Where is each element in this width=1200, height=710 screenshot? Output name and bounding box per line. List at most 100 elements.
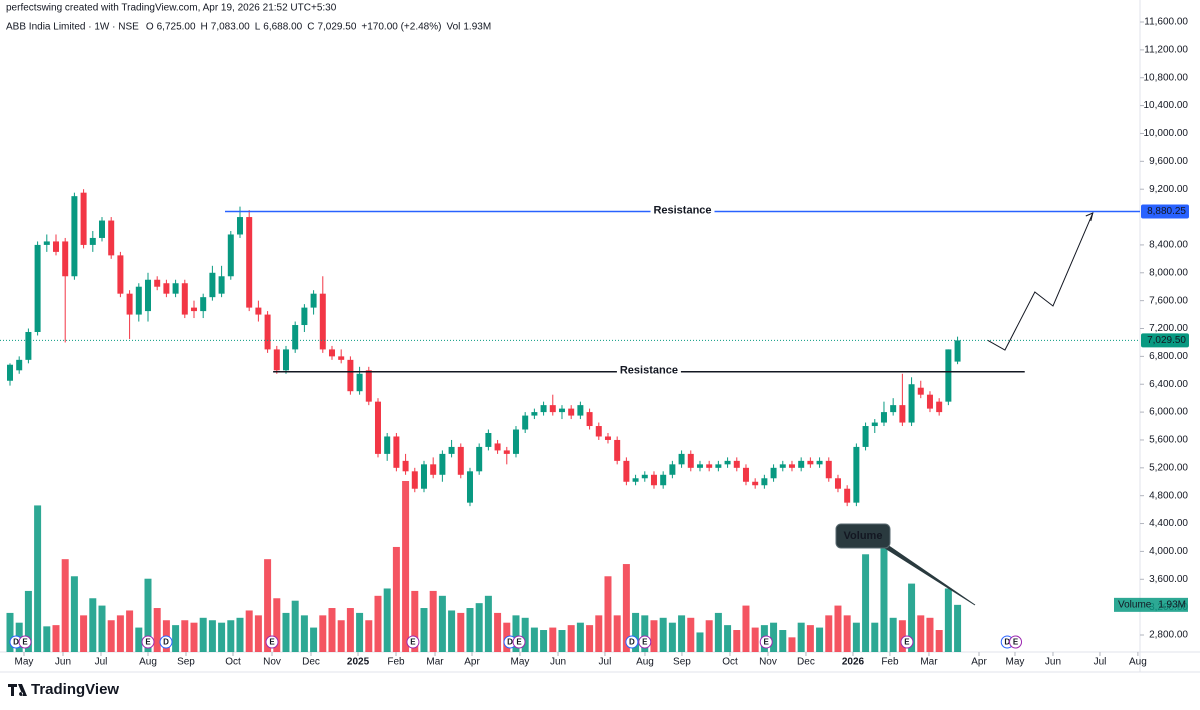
volume-bar [383,588,391,652]
volume-bar [816,627,824,652]
volume-bar [227,620,235,652]
volume-bar [208,620,216,652]
event-label: E [269,638,275,647]
volume-bar [254,615,262,652]
event-marker [625,635,639,649]
volume-label-box [1114,597,1188,612]
legend-value: 6,725.00 [157,22,196,33]
candle-body [632,478,639,482]
volume-bar [512,615,520,652]
price-marker-label: 7,029.50 [1147,335,1186,346]
candle-body [457,446,464,475]
volume-bar [34,505,42,652]
candle-body [715,464,722,468]
candle-body [393,436,400,468]
volume-bar [374,595,382,652]
candle-body [844,488,851,503]
volume-bar [622,564,630,652]
candle-body [347,359,354,392]
candle-body [126,293,133,315]
event-label: D [13,638,19,647]
symbol: ABB India Limited · 1W · NSE [6,22,139,33]
volume-bar [944,588,952,652]
volume-bar [806,625,814,652]
x-tick-label: Jul [95,657,108,668]
event-marker [18,635,32,649]
volume-label-value: 1.93M [1158,599,1186,610]
volume-bar [843,615,851,652]
price-marker-box [1141,333,1189,348]
candle-body [798,460,805,468]
volume-bar [926,617,934,652]
legend-key: Vol [446,22,460,33]
candle-body [255,307,262,315]
logo-mark [8,684,27,696]
candle-body [328,349,335,357]
candle-body [696,464,703,468]
legend-key: L [255,22,261,33]
candle-body [595,426,602,437]
candle-body [430,464,437,475]
candle-body [246,217,253,308]
event-label: D [629,638,635,647]
volume-label-name: Volume [1118,599,1152,610]
candle-body [742,467,749,482]
volume-bar [218,622,226,652]
volume-bar [898,620,906,652]
y-tick-label: 4,000.00 [1149,546,1188,557]
volume-bar [181,620,189,652]
volume-bar [954,604,962,652]
volume-bar [595,615,603,652]
price-marker-box [1141,204,1189,219]
candle-body [531,412,538,416]
volume-bar [116,615,124,652]
candle-body [402,460,409,472]
volume-bar [457,612,465,652]
x-tick-label: Jun [55,657,71,668]
y-tick-label: 7,600.00 [1149,295,1188,306]
candle-body [365,370,372,402]
candle-body [172,283,179,294]
y-tick-label: 10,400.00 [1144,100,1189,111]
candle-body [926,394,933,409]
volume-bar [319,615,327,652]
candle-body [568,408,575,416]
volume-bar [291,600,299,652]
candle-body [614,439,621,461]
volume-bar [328,608,336,652]
volume-bar [282,612,290,652]
candle-body [917,387,924,395]
legend: ABB India Limited · 1W · NSE O 6,725.00 H 7,… [6,22,491,33]
volume-bar [530,627,538,652]
y-tick-label: 11,200.00 [1144,45,1188,56]
x-tick-label: Aug [1129,657,1147,668]
volume-bar [687,617,695,652]
volume-bar [696,632,704,652]
volume-bar [724,625,732,652]
y-tick-label: 4,800.00 [1149,490,1188,501]
volume-bar [135,627,143,652]
volume-bar [714,612,722,652]
candle-body [540,405,547,413]
candle-body [43,241,50,245]
x-tick-label: Apr [464,657,480,668]
volume-bar [779,630,787,652]
volume-bar [310,627,318,652]
x-tick-label: Dec [797,657,815,668]
candle-body [485,432,492,447]
volume-bar [733,630,741,652]
volume-bar [70,576,78,652]
event-marker [141,635,155,649]
volume-bar [484,595,492,652]
volume-bar [52,625,60,652]
candle-body [144,279,151,312]
projection-arrowhead [1085,212,1094,222]
volume-bar [549,627,557,652]
candle-body [522,415,529,430]
legend-key: C [307,22,314,33]
x-tick-label: Jul [599,657,612,668]
candle-body [264,314,271,350]
candle-body [319,293,326,350]
legend-value: 1.93M [463,22,491,33]
